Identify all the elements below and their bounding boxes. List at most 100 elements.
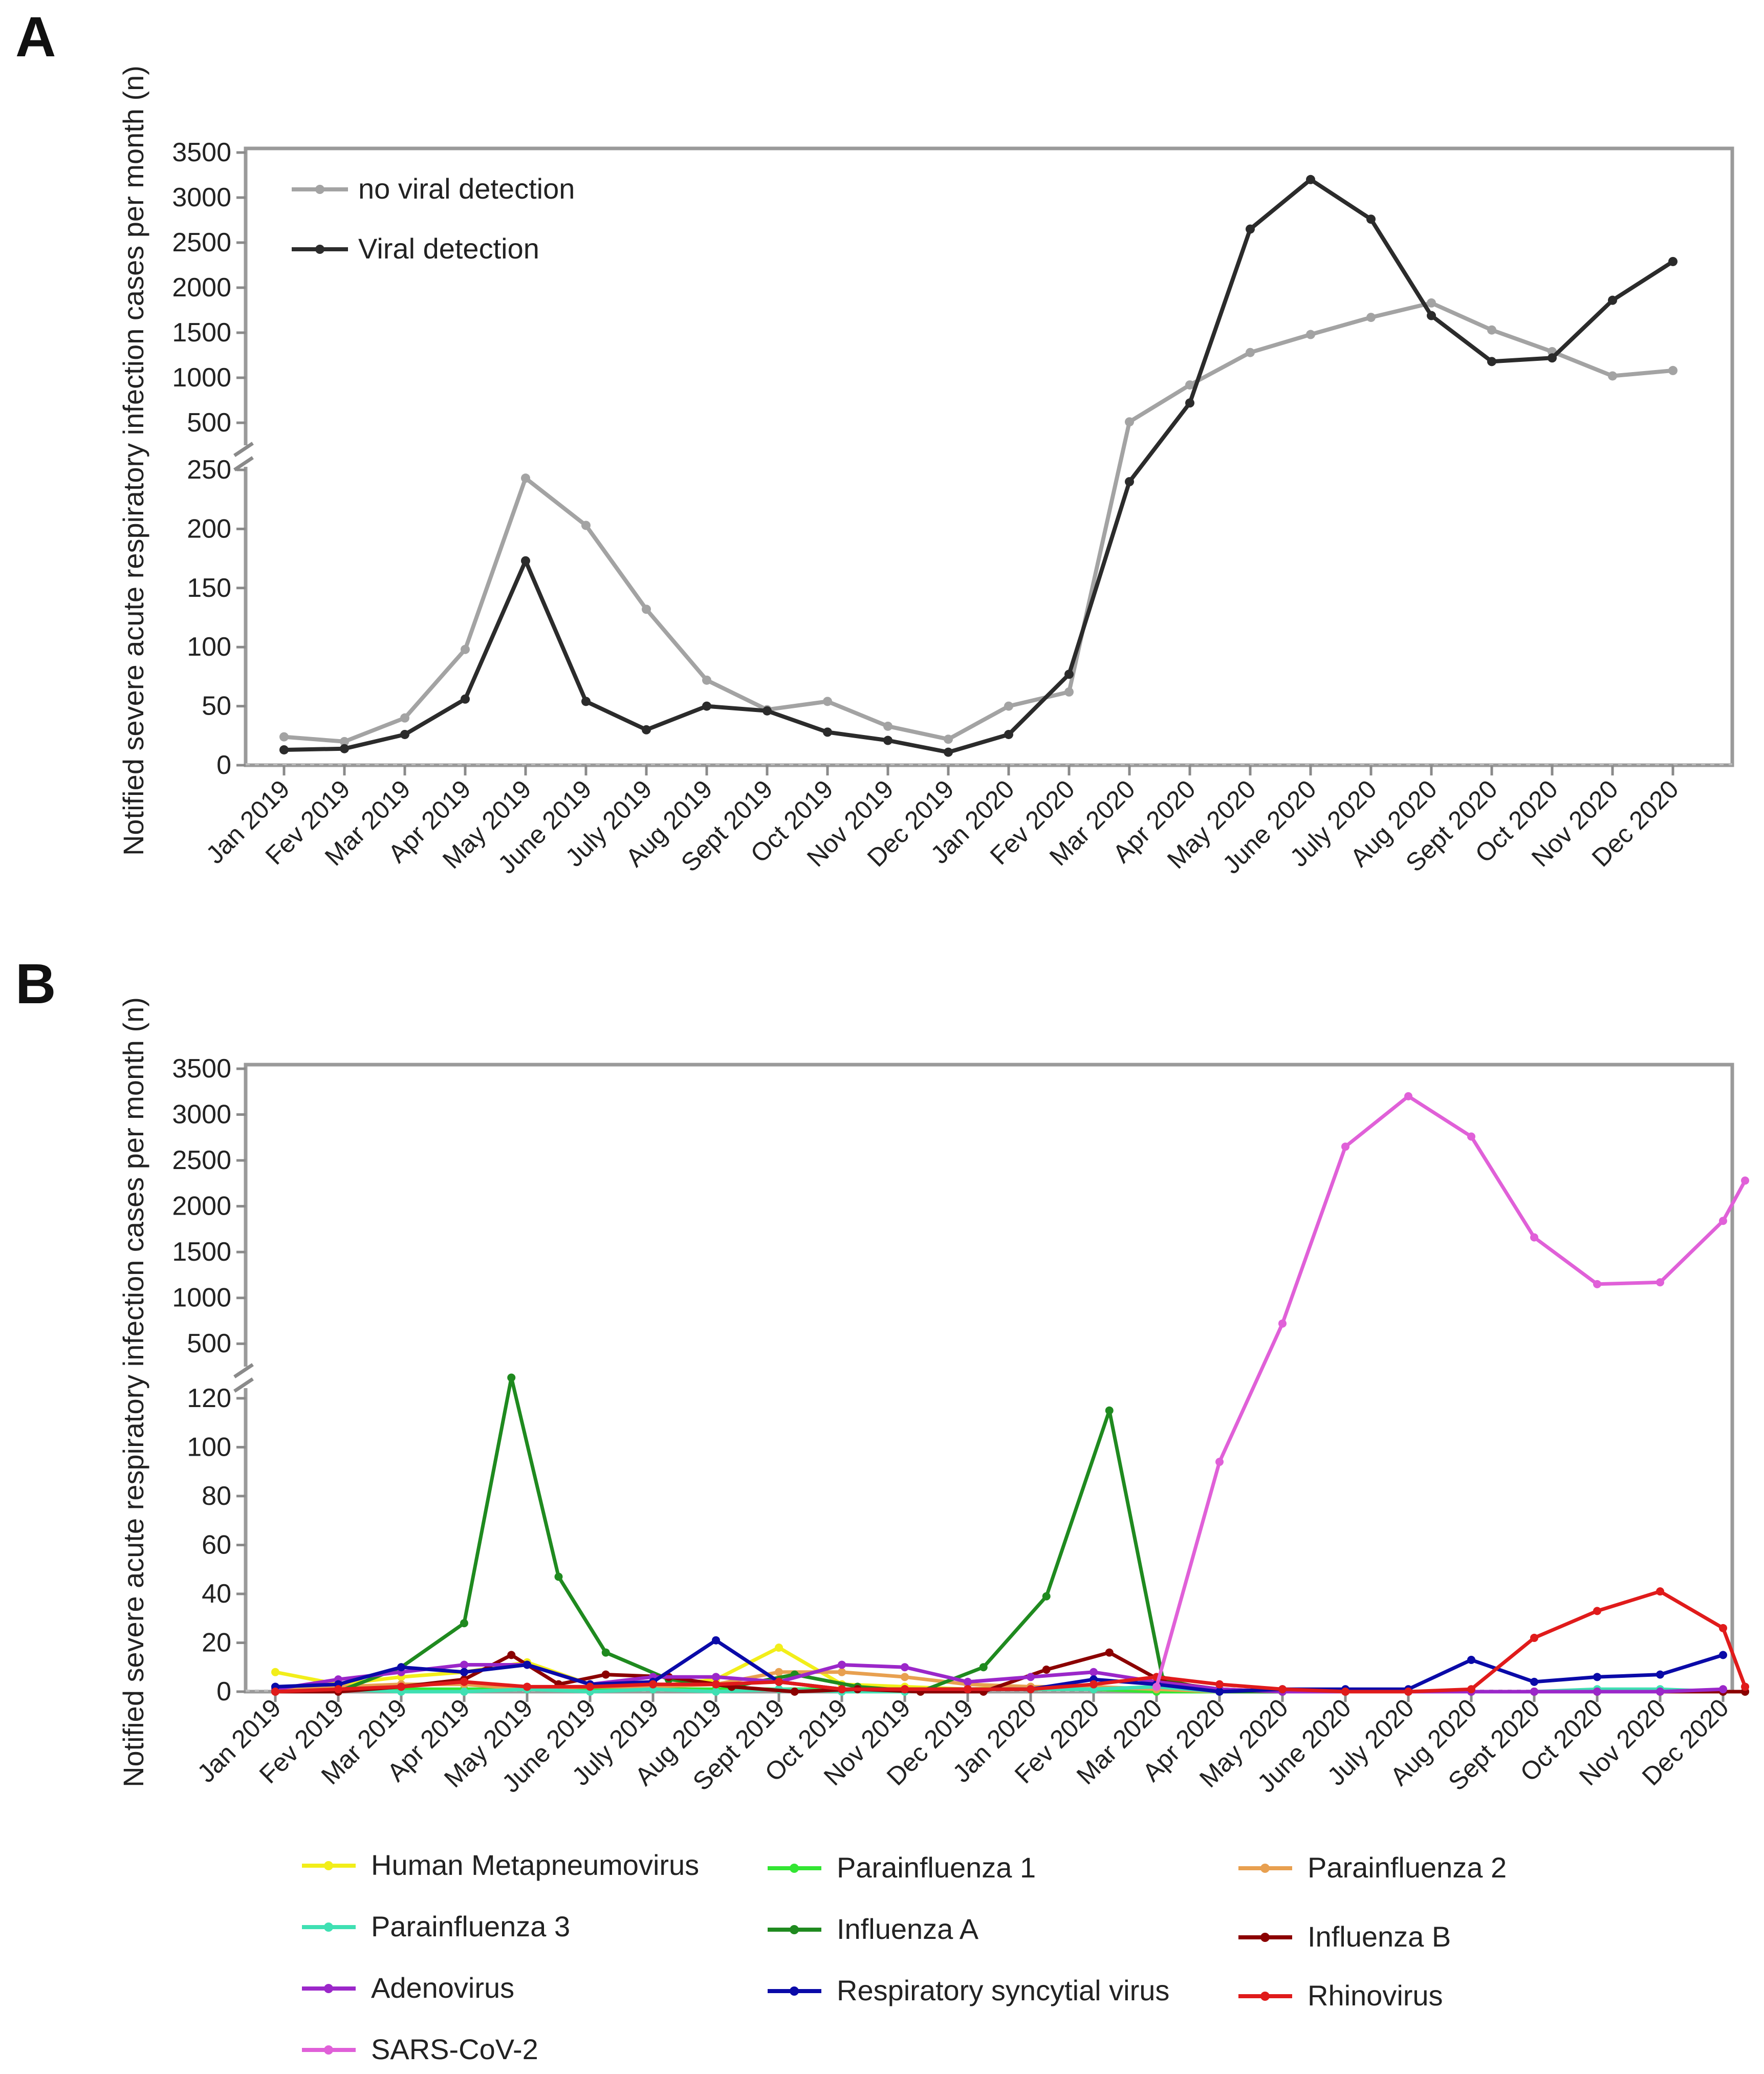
data-point bbox=[1530, 1633, 1538, 1642]
data-point bbox=[1530, 1688, 1538, 1696]
y-tick-label: 2000 bbox=[172, 273, 231, 303]
data-point bbox=[1487, 357, 1496, 366]
legend-marker bbox=[790, 1925, 799, 1934]
panel-b: B 0 20 40 60 80 100 120 500 1000 1500 2000 2500 3000… bbox=[15, 953, 1750, 2065]
legend-item: Rhinovirus bbox=[1238, 1979, 1443, 2012]
data-point bbox=[790, 1688, 799, 1696]
data-point bbox=[944, 747, 953, 757]
y-tick-label: 20 bbox=[202, 1628, 231, 1657]
data-point bbox=[400, 729, 409, 739]
data-point bbox=[964, 1685, 972, 1694]
data-point bbox=[775, 1677, 783, 1686]
data-point bbox=[1548, 353, 1557, 363]
data-point bbox=[1366, 313, 1376, 322]
data-point bbox=[1215, 1688, 1224, 1696]
data-point bbox=[775, 1644, 783, 1652]
data-point bbox=[1467, 1685, 1475, 1694]
y-tick-label: 3000 bbox=[172, 1100, 231, 1130]
panel-label-b: B bbox=[15, 953, 56, 1016]
data-point bbox=[1427, 298, 1436, 308]
data-point bbox=[901, 1673, 909, 1681]
data-point bbox=[1741, 1682, 1750, 1691]
data-point bbox=[1427, 311, 1436, 320]
y-tick-label: 80 bbox=[202, 1481, 231, 1511]
legend-item: Influenza A bbox=[768, 1913, 979, 1945]
y-tick-label: 3000 bbox=[172, 183, 231, 212]
data-point bbox=[340, 737, 349, 746]
legend-marker bbox=[315, 185, 324, 194]
y-axis-label: Notified severe acute respiratory infect… bbox=[117, 66, 149, 856]
data-point bbox=[397, 1663, 405, 1672]
data-point bbox=[1656, 1278, 1664, 1287]
data-point bbox=[507, 1373, 516, 1382]
data-point bbox=[1530, 1233, 1538, 1242]
data-point bbox=[1341, 1142, 1349, 1151]
data-point bbox=[1656, 1670, 1664, 1679]
legend-label: SARS-CoV-2 bbox=[371, 2033, 538, 2065]
data-point bbox=[279, 732, 289, 742]
data-point bbox=[1719, 1217, 1727, 1225]
data-point bbox=[901, 1663, 909, 1672]
data-point bbox=[581, 521, 591, 530]
y-tick-label: 1000 bbox=[172, 1283, 231, 1313]
data-point bbox=[823, 727, 832, 737]
data-point bbox=[1105, 1648, 1114, 1657]
data-point bbox=[702, 701, 711, 711]
data-point bbox=[1366, 214, 1376, 224]
data-point bbox=[1719, 1685, 1727, 1694]
data-point bbox=[944, 734, 953, 744]
y-tick-label: 40 bbox=[202, 1579, 231, 1609]
data-point bbox=[1593, 1673, 1601, 1681]
data-point bbox=[1185, 398, 1194, 408]
data-point bbox=[642, 725, 651, 734]
data-point bbox=[712, 1680, 720, 1689]
data-point bbox=[460, 1688, 468, 1696]
data-point bbox=[712, 1673, 720, 1681]
data-point bbox=[901, 1685, 909, 1694]
data-point bbox=[1125, 417, 1134, 427]
data-point bbox=[883, 736, 892, 745]
series-viral-detection bbox=[279, 175, 1678, 757]
data-point bbox=[1042, 1592, 1051, 1601]
data-point bbox=[279, 745, 289, 754]
data-point bbox=[1278, 1319, 1287, 1328]
y-tick-label: 0 bbox=[216, 750, 231, 780]
data-point bbox=[1185, 380, 1194, 390]
data-point bbox=[649, 1680, 657, 1689]
data-point bbox=[460, 1668, 468, 1676]
data-point bbox=[1404, 1688, 1412, 1696]
axis-break-mark bbox=[233, 1363, 254, 1378]
panel-a: A 0 50 100 150 200 250 500 1000 1500 2000 2500 3000… bbox=[15, 6, 1734, 879]
data-point bbox=[1064, 669, 1074, 679]
data-point bbox=[1467, 1655, 1475, 1664]
data-point bbox=[1027, 1673, 1035, 1681]
data-point bbox=[1467, 1132, 1475, 1141]
legend-item: Viral detection bbox=[292, 232, 539, 265]
y-tick-label: 100 bbox=[187, 1432, 231, 1462]
legend-marker bbox=[790, 1986, 799, 1996]
data-point bbox=[334, 1685, 342, 1694]
y-tick-label: 1500 bbox=[172, 1237, 231, 1267]
data-point bbox=[979, 1663, 988, 1672]
data-point bbox=[1741, 1176, 1750, 1185]
y-tick-label: 200 bbox=[187, 514, 231, 544]
data-point bbox=[1215, 1458, 1224, 1466]
series-sars-cov-2 bbox=[1152, 1092, 1750, 1691]
legend-item: Influenza B bbox=[1238, 1920, 1451, 1953]
legend-item: Human Metapneumovirus bbox=[302, 1849, 699, 1881]
y-tick-label: 2000 bbox=[172, 1192, 231, 1221]
legend-item: Parainfluenza 2 bbox=[1238, 1851, 1507, 1884]
legend-marker bbox=[324, 1984, 333, 1993]
data-point bbox=[507, 1651, 516, 1659]
series-no-viral-detection bbox=[279, 298, 1678, 746]
panel-label-a: A bbox=[15, 6, 56, 69]
data-point bbox=[1719, 1651, 1727, 1659]
y-tick-label: 1000 bbox=[172, 363, 231, 393]
legend-marker bbox=[1260, 1933, 1270, 1942]
series-line bbox=[284, 177, 1674, 754]
data-point bbox=[1306, 330, 1315, 339]
series-line bbox=[275, 1589, 1747, 1694]
legend-marker bbox=[315, 245, 324, 254]
data-point bbox=[1105, 1406, 1114, 1415]
data-point bbox=[1125, 477, 1134, 487]
